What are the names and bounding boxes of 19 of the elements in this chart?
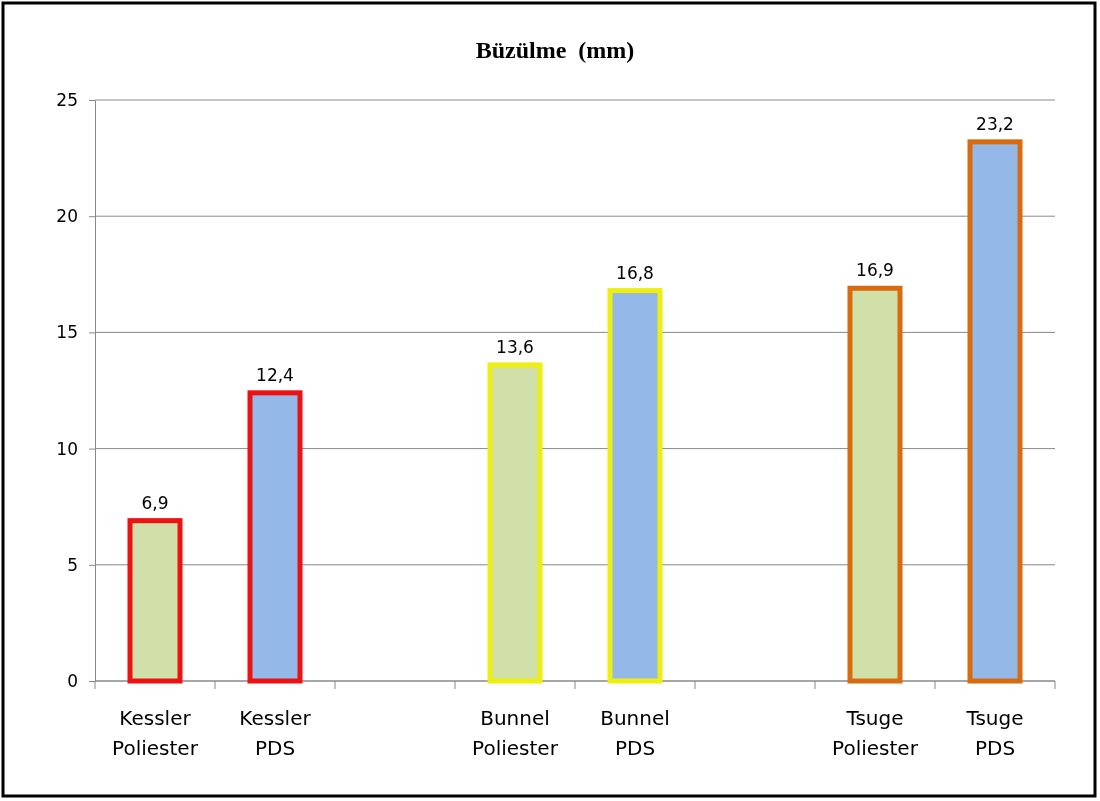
x-tick-label: Bunnel Poliester [472, 706, 559, 760]
y-tick-label: 0 [67, 670, 78, 691]
x-tick-label: Tsuge PDS [965, 706, 1024, 760]
y-tick-label: 15 [56, 322, 78, 343]
data-label: 23,2 [976, 113, 1014, 134]
data-label: 12,4 [256, 364, 294, 385]
y-tick-label: 20 [56, 206, 78, 227]
x-tick-label: Kessler Poliester [112, 706, 199, 760]
chart-title: Büzülme (mm) [475, 37, 635, 63]
x-tick-label: Kessler PDS [239, 706, 312, 760]
y-tick-label: 10 [56, 438, 78, 459]
x-tick-label: Tsuge Poliester [832, 706, 919, 760]
data-label: 16,8 [616, 262, 654, 283]
data-label: 16,9 [856, 260, 894, 281]
y-tick-label: 25 [56, 89, 78, 110]
x-tick-label: Bunnel PDS [600, 706, 670, 760]
data-label: 6,9 [141, 492, 169, 513]
data-label: 13,6 [496, 336, 534, 357]
y-tick-label: 5 [67, 554, 78, 575]
